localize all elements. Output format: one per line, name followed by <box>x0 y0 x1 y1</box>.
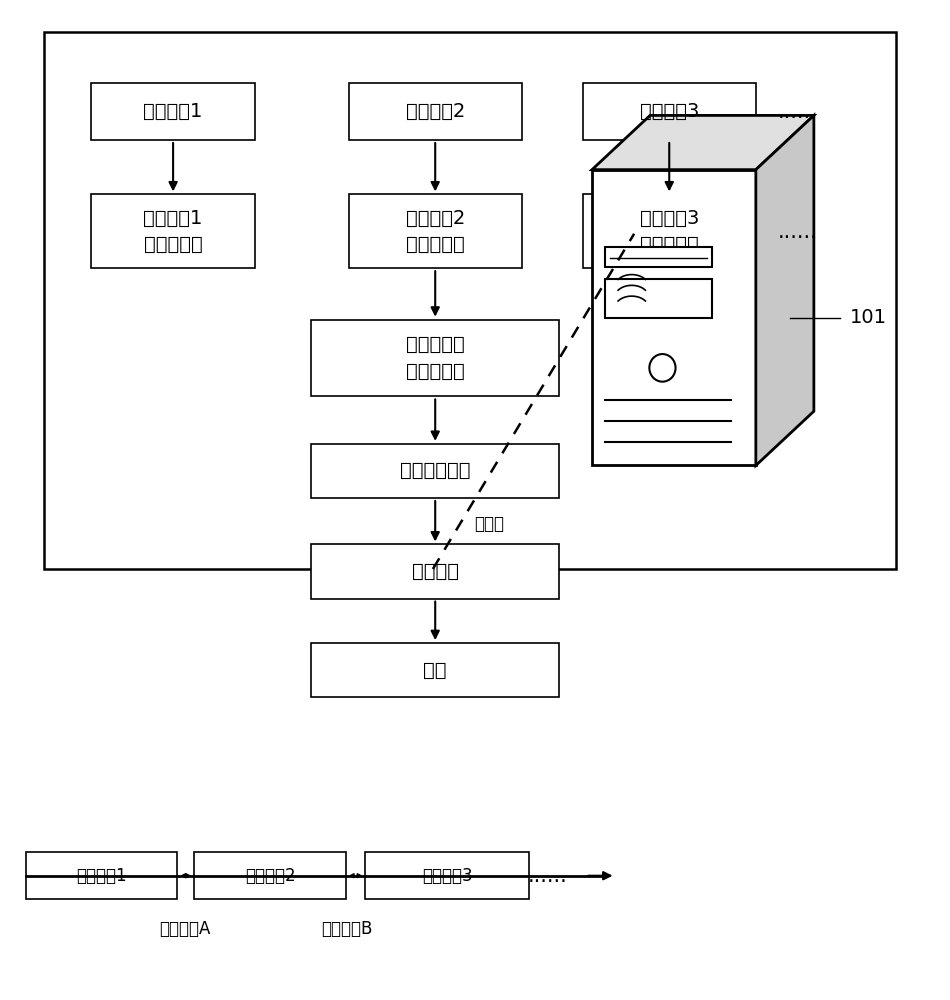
FancyBboxPatch shape <box>26 852 178 899</box>
Text: 语音片段1: 语音片段1 <box>76 867 126 885</box>
Text: 目标语音片
段对应文本: 目标语音片 段对应文本 <box>406 335 465 381</box>
FancyBboxPatch shape <box>312 320 560 396</box>
Polygon shape <box>592 170 756 465</box>
Circle shape <box>650 354 675 382</box>
Text: 语音片段3: 语音片段3 <box>422 867 473 885</box>
Text: 待处理文本组: 待处理文本组 <box>400 461 470 480</box>
Text: 语音片段3
对应的文本: 语音片段3 对应的文本 <box>639 209 699 254</box>
FancyBboxPatch shape <box>312 544 560 599</box>
FancyBboxPatch shape <box>312 643 560 697</box>
Text: 静音片段B: 静音片段B <box>321 920 372 938</box>
Text: ......: ...... <box>528 866 568 886</box>
Text: 语音片段1
对应的文本: 语音片段1 对应的文本 <box>143 209 202 254</box>
FancyBboxPatch shape <box>349 194 522 268</box>
FancyBboxPatch shape <box>605 247 712 267</box>
FancyBboxPatch shape <box>605 279 712 318</box>
FancyBboxPatch shape <box>366 852 529 899</box>
FancyBboxPatch shape <box>91 194 255 268</box>
FancyBboxPatch shape <box>582 83 756 140</box>
Text: 语音片段2: 语音片段2 <box>406 102 465 121</box>
Text: 字幕文本: 字幕文本 <box>411 562 459 581</box>
FancyBboxPatch shape <box>312 444 560 498</box>
Polygon shape <box>592 115 814 170</box>
Polygon shape <box>756 115 814 465</box>
Text: 字幕: 字幕 <box>424 661 446 680</box>
Text: 分隔符: 分隔符 <box>474 515 504 533</box>
FancyBboxPatch shape <box>582 194 756 268</box>
Text: 101: 101 <box>849 308 886 327</box>
FancyBboxPatch shape <box>194 852 346 899</box>
Text: ......: ...... <box>778 102 818 122</box>
FancyBboxPatch shape <box>349 83 522 140</box>
Text: 语音片段2
对应的文本: 语音片段2 对应的文本 <box>406 209 465 254</box>
Text: 静音片段A: 静音片段A <box>159 920 211 938</box>
Text: 语音片段2: 语音片段2 <box>245 867 295 885</box>
Text: ......: ...... <box>778 222 818 242</box>
Text: 语音片段3: 语音片段3 <box>639 102 699 121</box>
FancyBboxPatch shape <box>91 83 255 140</box>
Text: 语音片段1: 语音片段1 <box>143 102 202 121</box>
FancyBboxPatch shape <box>45 32 896 569</box>
